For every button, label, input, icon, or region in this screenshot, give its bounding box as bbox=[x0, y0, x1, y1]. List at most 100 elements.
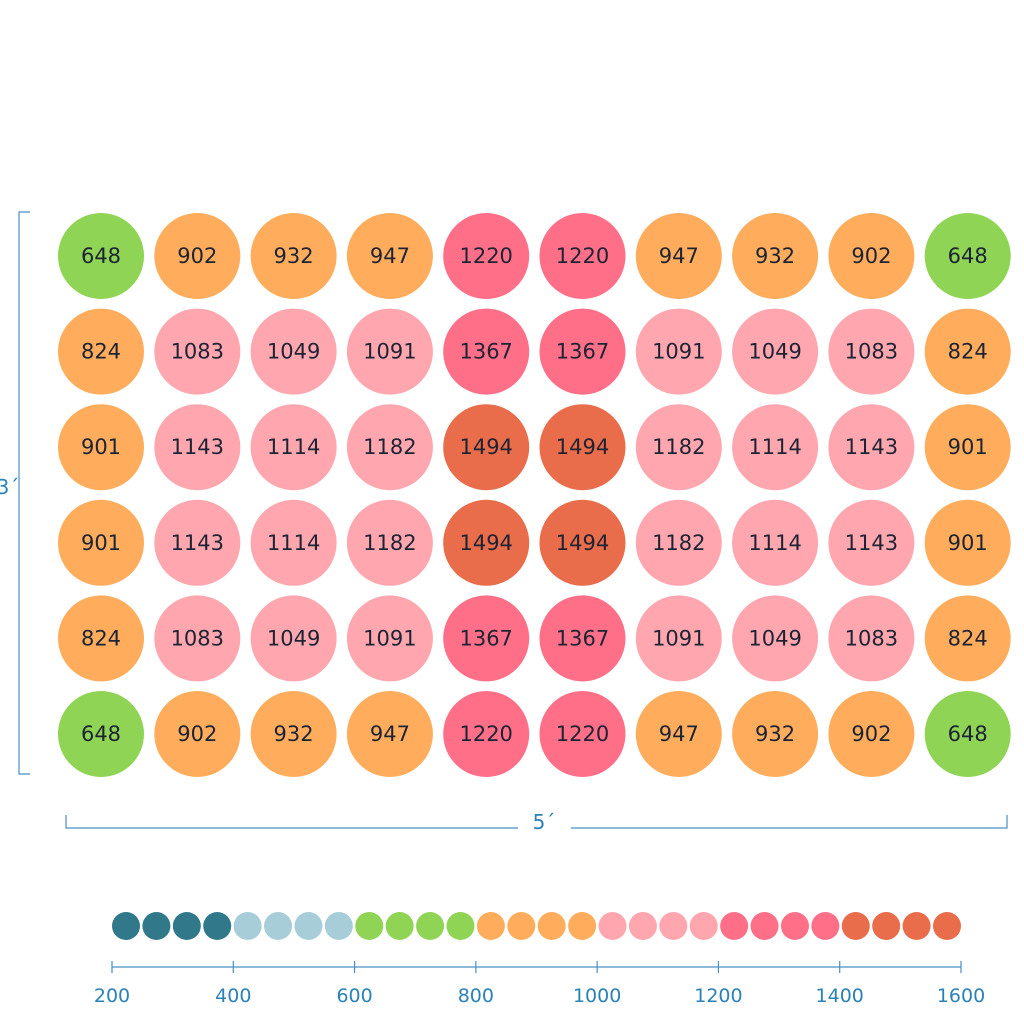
cell-circle bbox=[635, 691, 722, 777]
cell-circle bbox=[346, 595, 433, 682]
height-label: 3´ bbox=[0, 475, 19, 499]
legend-tick-label: 600 bbox=[336, 985, 372, 1007]
cell-value-label: 1114 bbox=[267, 531, 320, 555]
width-bracket-left bbox=[65, 815, 518, 829]
cell-circle bbox=[58, 691, 144, 777]
cell-value-label: 648 bbox=[948, 722, 988, 746]
cell-value-label: 901 bbox=[948, 531, 988, 555]
cell-value-label: 1220 bbox=[556, 722, 609, 746]
cell-value-label: 1049 bbox=[267, 626, 320, 650]
legend-swatch bbox=[628, 912, 657, 940]
cell-circle bbox=[443, 404, 530, 491]
legend-swatch bbox=[841, 912, 870, 940]
cell-circle bbox=[443, 691, 530, 777]
cell-circle bbox=[346, 404, 433, 491]
cell-value-label: 1049 bbox=[267, 340, 320, 364]
height-dimension: 3´ bbox=[0, 211, 30, 775]
cell-value-label: 824 bbox=[81, 340, 121, 364]
cell-circle bbox=[250, 308, 337, 395]
legend-swatch bbox=[446, 912, 475, 940]
legend-tick-label: 1000 bbox=[573, 985, 621, 1007]
cell-circle bbox=[924, 691, 1011, 777]
cell-circle bbox=[443, 213, 530, 299]
cell-value-label: 1049 bbox=[748, 340, 801, 364]
cell-value-label: 1143 bbox=[171, 531, 224, 555]
legend-swatch bbox=[872, 912, 901, 940]
width-bracket-right bbox=[571, 815, 1008, 829]
cell-circle bbox=[539, 595, 626, 682]
cell-circle bbox=[635, 308, 722, 395]
cell-value-label: 932 bbox=[274, 244, 314, 268]
cell-value-label: 901 bbox=[948, 435, 988, 459]
legend-swatch bbox=[689, 912, 718, 940]
cell-value-label: 1494 bbox=[556, 531, 609, 555]
legend-tick-label: 800 bbox=[458, 985, 494, 1007]
cell-value-label: 1182 bbox=[652, 531, 705, 555]
cell-value-label: 1091 bbox=[652, 626, 705, 650]
legend-swatch bbox=[568, 912, 597, 940]
legend-swatch bbox=[476, 912, 505, 940]
legend-swatch bbox=[264, 912, 293, 940]
cell-value-label: 1083 bbox=[171, 626, 224, 650]
cell-circle bbox=[732, 691, 819, 777]
legend-swatch bbox=[142, 912, 171, 940]
cell-circle bbox=[924, 308, 1011, 395]
cell-circle bbox=[346, 308, 433, 395]
cell-value-label: 1494 bbox=[459, 435, 512, 459]
cell-value-label: 1083 bbox=[845, 340, 898, 364]
cell-value-label: 1083 bbox=[845, 626, 898, 650]
cell-value-label: 901 bbox=[81, 531, 121, 555]
cell-value-label: 1091 bbox=[652, 340, 705, 364]
cell-circle bbox=[635, 499, 722, 586]
cell-value-label: 1494 bbox=[459, 531, 512, 555]
cell-circle bbox=[539, 213, 626, 299]
cell-circle bbox=[58, 499, 144, 586]
cell-circle bbox=[346, 499, 433, 586]
legend-swatch bbox=[233, 912, 262, 940]
cell-circle bbox=[828, 308, 915, 395]
cell-value-label: 1143 bbox=[171, 435, 224, 459]
cell-value-label: 932 bbox=[755, 244, 795, 268]
cell-circle bbox=[924, 499, 1011, 586]
legend-swatch bbox=[507, 912, 536, 940]
cell-value-label: 1091 bbox=[363, 626, 416, 650]
cell-circle bbox=[250, 595, 337, 682]
cell-circle bbox=[250, 404, 337, 491]
legend-swatch bbox=[811, 912, 840, 940]
cell-value-label: 1091 bbox=[363, 340, 416, 364]
cell-value-label: 932 bbox=[755, 722, 795, 746]
legend-swatch bbox=[416, 912, 445, 940]
cell-circle bbox=[250, 691, 337, 777]
legend-swatch bbox=[203, 912, 232, 940]
cell-value-label: 1114 bbox=[748, 531, 801, 555]
cell-value-label: 824 bbox=[948, 340, 988, 364]
cell-circle bbox=[443, 595, 530, 682]
cell-circle bbox=[154, 404, 241, 491]
cell-value-label: 1367 bbox=[459, 626, 512, 650]
cell-value-label: 1220 bbox=[459, 722, 512, 746]
cell-value-label: 1083 bbox=[171, 340, 224, 364]
cell-circle bbox=[539, 308, 626, 395]
cell-circle bbox=[58, 213, 144, 299]
width-dimension: 5´ bbox=[65, 810, 1008, 834]
cell-circle bbox=[539, 404, 626, 491]
legend-tick-label: 1600 bbox=[937, 985, 985, 1007]
color-legend: 200 400 600 800 1000 1200 1400 1600 bbox=[94, 912, 985, 1007]
cell-value-label: 947 bbox=[659, 722, 699, 746]
legend-swatch bbox=[720, 912, 749, 940]
legend-swatch bbox=[750, 912, 779, 940]
cell-value-label: 1114 bbox=[267, 435, 320, 459]
width-label: 5´ bbox=[533, 810, 556, 834]
cell-value-label: 902 bbox=[177, 722, 217, 746]
cell-circle bbox=[828, 213, 915, 299]
cell-value-label: 1182 bbox=[652, 435, 705, 459]
cell-value-label: 1494 bbox=[556, 435, 609, 459]
legend-swatch bbox=[355, 912, 384, 940]
cell-circle bbox=[828, 691, 915, 777]
cell-circle bbox=[924, 213, 1011, 299]
legend-swatch bbox=[294, 912, 323, 940]
cell-circle bbox=[635, 213, 722, 299]
cell-circle bbox=[154, 595, 241, 682]
legend-tick-label: 1400 bbox=[816, 985, 864, 1007]
cell-circle bbox=[154, 691, 241, 777]
